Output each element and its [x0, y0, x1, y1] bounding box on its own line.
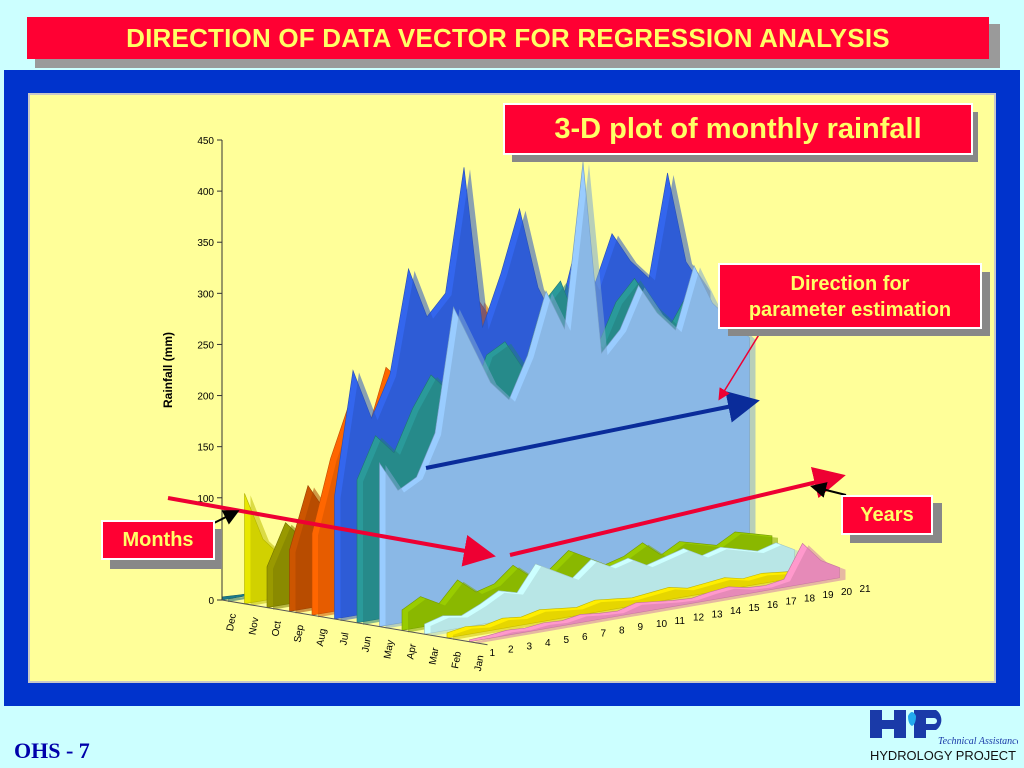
series-edge-may [385, 164, 756, 629]
year-tick-label: 8 [619, 625, 625, 636]
logo-tagline: Technical Assistance [938, 736, 1018, 747]
month-tick-label: Nov [248, 616, 262, 635]
direction-callout: Direction for parameter estimation [718, 263, 982, 329]
year-tick-label: 20 [841, 587, 853, 598]
hydrology-project-logo: Technical Assistance HYDROLOGY PROJECT [870, 710, 1018, 763]
year-tick-label: 14 [730, 606, 742, 617]
month-tick-label: Jul [338, 632, 351, 647]
years-direction-arrow [509, 466, 846, 557]
slide-title: DIRECTION OF DATA VECTOR FOR REGRESSION … [27, 17, 989, 59]
month-tick-label: Jan [473, 654, 487, 672]
year-tick-label: 18 [804, 593, 816, 604]
logo-name: HYDROLOGY PROJECT [870, 749, 1016, 763]
years-callout: Years [841, 495, 933, 535]
year-tick-label: 15 [749, 603, 761, 614]
y-tick-label: 400 [197, 187, 214, 198]
plot-title-callout: 3-D plot of monthly rainfall [503, 103, 973, 155]
month-tick-label: May [382, 639, 396, 660]
month-tick-label: Oct [270, 620, 284, 637]
parameter-estimation-arrow [425, 391, 760, 470]
month-axis-line [221, 599, 488, 646]
year-tick-label: 21 [860, 584, 872, 595]
y-tick-label: 250 [197, 340, 214, 351]
year-tick-label: 11 [675, 616, 686, 627]
year-tick-label: 19 [823, 590, 835, 601]
year-tick-label: 2 [508, 645, 514, 656]
y-tick-label: 0 [208, 596, 214, 607]
year-tick-label: 5 [564, 635, 570, 646]
y-tick-label: 350 [197, 238, 214, 249]
month-tick-label: Mar [428, 646, 442, 666]
month-tick-label: Sep [293, 624, 307, 644]
y-tick-label: 150 [197, 443, 214, 454]
y-axis-label: Rainfall (mm) [161, 332, 175, 408]
footer-slide-number: OHS - 7 [14, 738, 90, 763]
year-tick-label: 13 [712, 609, 724, 620]
series-mar [424, 542, 801, 637]
month-tick-label: Aug [315, 628, 329, 647]
year-tick-label: 1 [490, 648, 496, 659]
year-tick-label: 7 [601, 629, 607, 640]
month-tick-label: Dec [225, 613, 239, 632]
months-callout: Months [101, 520, 215, 560]
years-pointer [810, 482, 847, 498]
year-tick-label: 16 [767, 600, 779, 611]
y-tick-label: 450 [197, 136, 214, 147]
year-tick-label: 10 [656, 619, 668, 630]
year-tick-label: 3 [527, 641, 533, 652]
series-edge-jan [475, 545, 846, 644]
year-tick-label: 9 [638, 622, 644, 633]
series-edge-mar [430, 544, 801, 637]
year-tick-label: 12 [693, 613, 705, 624]
series-jan [469, 542, 846, 644]
direction-line-2: parameter estimation [748, 299, 952, 321]
y-tick-label: 200 [197, 392, 214, 403]
month-tick-label: Feb [450, 650, 464, 669]
direction-pointer [718, 332, 761, 401]
y-tick-label: 100 [197, 494, 214, 505]
month-tick-label: Jun [360, 635, 374, 653]
year-tick-label: 6 [582, 632, 588, 643]
y-tick-label: 300 [197, 289, 214, 300]
month-tick-label: Apr [405, 642, 419, 660]
months-direction-arrow [167, 496, 496, 567]
year-tick-label: 4 [545, 638, 551, 649]
year-tick-label: 17 [786, 597, 798, 608]
direction-line-1: Direction for [790, 273, 910, 295]
